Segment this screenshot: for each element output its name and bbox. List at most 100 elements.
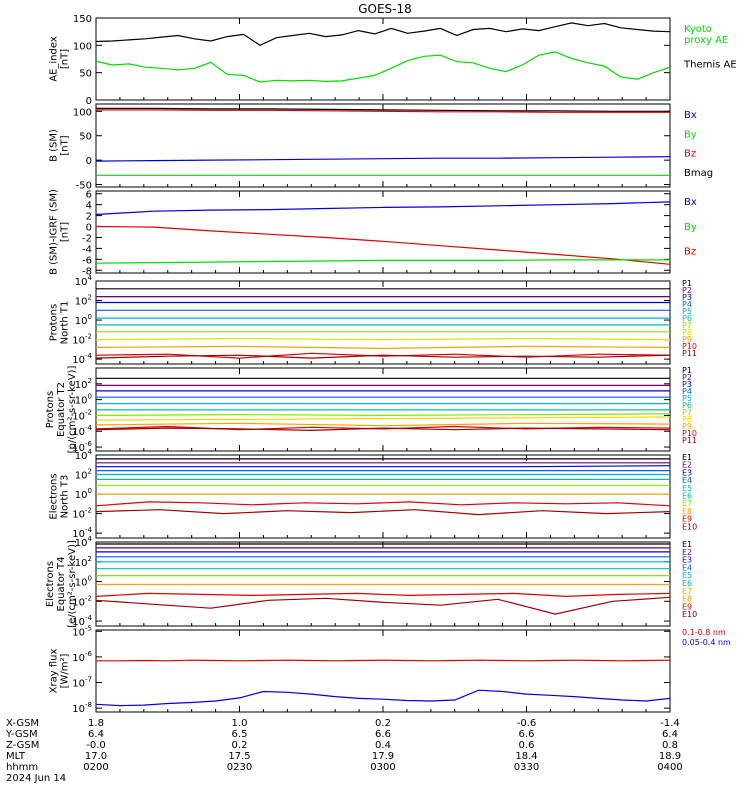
footer-value: 6.4 — [662, 729, 678, 740]
legend-entry: P6 — [682, 314, 692, 323]
series-e9 — [96, 501, 670, 507]
legend-entry: E10 — [682, 522, 697, 531]
series-p7 — [96, 413, 670, 417]
y-tick-exponent: -6 — [85, 650, 93, 658]
legend-entry: Bx — [684, 197, 697, 208]
legend-entry: P4 — [682, 300, 692, 309]
y-tick-exponent: -6 — [85, 440, 93, 448]
legend-entry: E5 — [682, 571, 692, 580]
y-tick-label: 150 — [73, 14, 92, 25]
series-0-1-0-8-nm — [96, 659, 670, 662]
y-tick-label: 10-6 — [72, 650, 92, 664]
legend-entry: P4 — [682, 387, 692, 396]
legend-entry: E4 — [682, 476, 692, 485]
y-tick-exponent: -8 — [85, 701, 92, 709]
legend-entry: By — [684, 222, 697, 233]
legend-entry: P8 — [682, 415, 692, 424]
y-axis-label: [W/m²] — [60, 653, 71, 688]
ephemeris-footer: X-GSM 1.8 1.0 0.2 -0.6 -1.4 Y-GSM 6.4 6.5 6.6 6.6 6… — [5, 718, 683, 784]
y-tick-exponent: -4 — [85, 424, 93, 432]
y-tick-label: -8 — [82, 266, 92, 277]
y-tick-label: 0 — [86, 96, 92, 107]
footer-value: 0.2 — [375, 718, 391, 729]
y-tick-label: 10-7 — [72, 676, 92, 690]
y-tick-label: -2 — [82, 233, 92, 244]
y-axis-label: Equator T4 — [56, 557, 67, 612]
panel-frame — [95, 17, 671, 101]
y-tick-label: -4 — [82, 244, 92, 255]
y-tick-exponent: 0 — [88, 575, 92, 583]
legend-entry: P8 — [682, 328, 692, 337]
y-tick-exponent: 2 — [88, 377, 92, 385]
y-tick-exponent: -7 — [85, 676, 92, 684]
footer-value: 0.4 — [375, 740, 391, 751]
y-tick-exponent: -2 — [85, 333, 92, 341]
legend-entry: P9 — [682, 335, 692, 344]
legend-entry: Themis AE — [683, 60, 737, 71]
legend-entry: P5 — [682, 394, 692, 403]
footer-value: 6.6 — [519, 729, 535, 740]
y-tick-exponent: 2 — [88, 555, 92, 563]
y-axis-label: Electrons — [45, 561, 56, 607]
legend-entry: E3 — [682, 468, 692, 477]
y-tick-label: 2 — [86, 212, 92, 223]
plot-title: GOES-18 — [358, 2, 412, 16]
footer-row-label: MLT — [6, 751, 26, 762]
y-axis-label: Equator T2 — [56, 382, 67, 437]
y-tick-label: 10-2 — [72, 333, 92, 347]
y-axis-label: [nT] — [60, 135, 71, 155]
y-tick-label: 102 — [75, 294, 92, 308]
legend-entry: P1 — [682, 366, 692, 375]
y-tick-label: 10-8 — [72, 701, 92, 715]
panel-legend: Bx By Bz Bmag — [684, 110, 713, 179]
panel-frame — [95, 280, 671, 365]
y-tick-label: 100 — [73, 107, 92, 118]
y-tick-exponent: -2 — [85, 507, 92, 515]
y-tick-exponent: 0 — [88, 393, 92, 401]
footer-value: 17.0 — [85, 751, 107, 762]
y-tick-exponent: 0 — [88, 487, 92, 495]
y-tick-exponent: 4 — [88, 535, 93, 543]
legend-entry: E9 — [682, 602, 692, 611]
y-tick-exponent: -4 — [85, 614, 93, 622]
y-tick-label: 10-2 — [72, 507, 92, 521]
footer-value: -0.6 — [517, 718, 537, 729]
y-tick-exponent: -2 — [85, 594, 92, 602]
panel-8: 10-5 10-6 10-7 10-8 Xray flux [W/m²] 0.1-0.8 n… — [49, 624, 732, 715]
y-tick-label: 10-4 — [72, 352, 92, 366]
series-bmag — [96, 107, 670, 112]
y-tick-label: 104 — [75, 448, 93, 462]
y-axis-label: Xray flux — [49, 649, 60, 694]
series-bx — [96, 201, 670, 216]
legend-entry: proxy AE — [684, 35, 728, 46]
y-tick-exponent: 2 — [88, 294, 92, 302]
y-axis-label: [nT] — [60, 222, 71, 242]
panel-legend: Bx By Bz — [684, 197, 697, 258]
y-tick-label: 104 — [75, 274, 93, 288]
y-tick-exponent: 4 — [88, 448, 93, 456]
footer-value: 6.4 — [88, 729, 104, 740]
y-tick-exponent: -4 — [85, 352, 93, 360]
legend-entry: P7 — [682, 321, 692, 330]
y-tick-label: 50 — [79, 132, 92, 143]
legend-entry: P3 — [682, 380, 692, 389]
y-axis-label: Protons — [45, 391, 56, 428]
y-tick-exponent: -2 — [85, 408, 92, 416]
series-p10 — [96, 425, 670, 431]
y-tick-label: -6 — [82, 255, 92, 266]
series-p11 — [96, 427, 670, 432]
footer-row-label: Z-GSM — [6, 740, 39, 751]
y-tick-exponent: -5 — [85, 624, 92, 632]
series-e10 — [96, 596, 670, 615]
legend-entry: Bz — [684, 149, 696, 160]
y-axis-label: [e/(cm²-s-sr-keV)] — [67, 540, 78, 628]
legend-entry: P11 — [682, 436, 697, 445]
legend-entry: E2 — [682, 461, 692, 470]
footer-value: 0.2 — [232, 740, 248, 751]
legend-entry: E1 — [682, 540, 692, 549]
footer-row-label: hhmm — [6, 762, 38, 773]
